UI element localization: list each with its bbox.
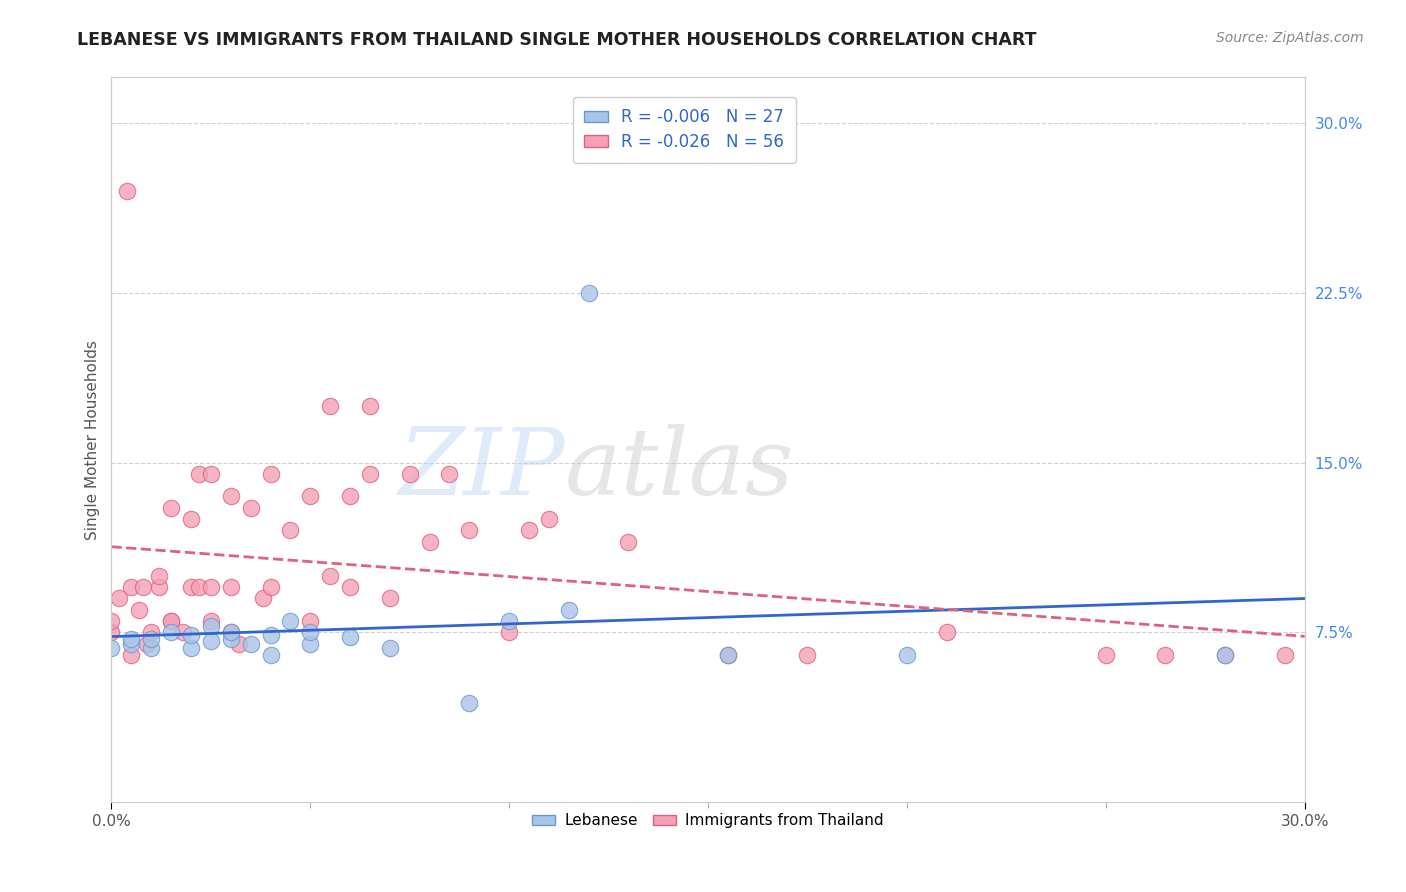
Point [117,184,139,198]
Point [378,641,401,656]
Point [141,632,163,647]
Text: ZIP: ZIP [398,424,565,514]
Point [1094,648,1116,662]
Point [717,648,740,662]
Point [180,627,202,641]
Point [128,603,150,617]
Point [200,580,222,594]
Point [299,637,322,651]
Point [259,580,281,594]
Point [299,614,322,628]
Point [200,618,222,632]
Point [200,467,222,481]
Point [419,534,441,549]
Point [187,467,209,481]
Point [398,467,420,481]
Point [219,632,242,647]
Text: Source: ZipAtlas.com: Source: ZipAtlas.com [1216,31,1364,45]
Point [219,625,242,640]
Point [259,467,281,481]
Point [458,524,481,538]
Point [148,580,170,594]
Point [299,625,322,640]
Point [180,512,202,526]
Point [319,568,342,582]
Point [239,500,262,515]
Point [252,591,274,606]
Point [100,641,122,656]
Point [280,614,302,628]
Y-axis label: Single Mother Households: Single Mother Households [86,340,100,540]
Point [259,648,281,662]
Point [120,580,142,594]
Point [172,625,194,640]
Point [498,614,520,628]
Point [498,625,520,640]
Point [200,634,222,648]
Point [180,580,202,594]
Point [100,614,122,628]
Point [578,285,600,300]
Point [136,637,159,651]
Point [120,648,142,662]
Point [280,524,302,538]
Point [339,580,361,594]
Point [458,696,481,710]
Point [359,467,381,481]
Point [219,490,242,504]
Text: LEBANESE VS IMMIGRANTS FROM THAILAND SINGLE MOTHER HOUSEHOLDS CORRELATION CHART: LEBANESE VS IMMIGRANTS FROM THAILAND SIN… [77,31,1036,49]
Point [1274,648,1296,662]
Point [517,524,540,538]
Point [796,648,818,662]
Point [160,625,183,640]
Point [200,614,222,628]
Point [1213,648,1236,662]
Point [339,490,361,504]
Point [359,399,381,413]
Point [299,490,322,504]
Point [148,568,170,582]
Point [339,630,361,644]
Point [141,641,163,656]
Point [617,534,640,549]
Point [160,500,183,515]
Point [896,648,918,662]
Point [537,512,560,526]
Point [132,580,155,594]
Point [219,580,242,594]
Point [717,648,740,662]
Point [160,614,183,628]
Point [141,625,163,640]
Point [935,625,957,640]
Point [1213,648,1236,662]
Point [319,399,342,413]
Point [378,591,401,606]
Point [228,637,250,651]
Point [259,627,281,641]
Point [100,625,122,640]
Point [187,580,209,594]
Point [439,467,461,481]
Point [219,625,242,640]
Point [120,637,142,651]
Text: atlas: atlas [565,424,794,514]
Legend: Lebanese, Immigrants from Thailand: Lebanese, Immigrants from Thailand [526,807,890,835]
Point [1154,648,1177,662]
Point [558,603,581,617]
Point [239,637,262,651]
Point [160,614,183,628]
Point [120,632,142,647]
Point [108,591,131,606]
Point [180,641,202,656]
